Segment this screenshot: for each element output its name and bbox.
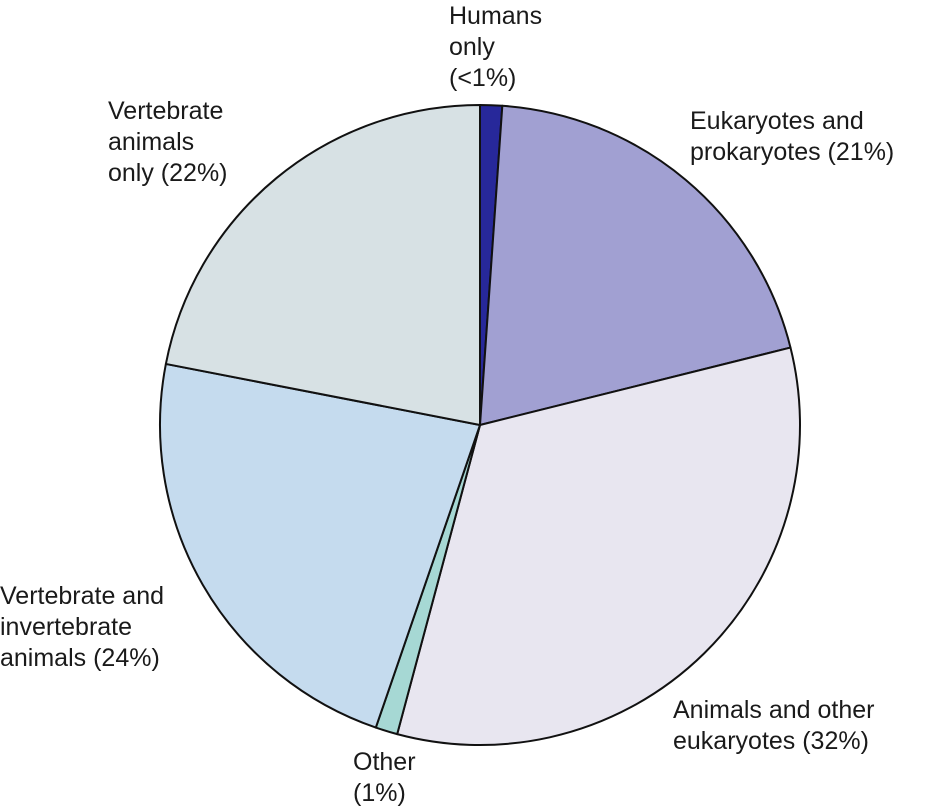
pie-slice-1	[479, 104, 792, 426]
slice-label-3: Other (1%)	[353, 748, 416, 807]
slice-label-2: Animals and other eukaryotes (32%)	[673, 696, 875, 755]
slice-label-line: Animals and other	[673, 696, 875, 724]
slice-label-0: Humans only (<1%)	[449, 2, 542, 92]
pie-slices	[159, 104, 801, 746]
pie-slice-4	[159, 362, 481, 729]
slice-label-line: animals	[108, 128, 194, 156]
pie-labels: Humans only (<1%) Eukaryotes and prokaryotes…	[0, 2, 894, 807]
pie-slice-5	[164, 104, 481, 426]
slice-label-line: Eukaryotes and	[690, 107, 864, 135]
slice-label-5: Vertebrate animals only (22%)	[108, 97, 228, 187]
pie-slice-2	[396, 346, 801, 746]
slice-label-line: eukaryotes (32%)	[673, 727, 869, 755]
slice-label-line: Other	[353, 748, 416, 776]
slice-label-line: only	[449, 33, 495, 61]
slice-label-line: Humans	[449, 2, 542, 30]
slice-label-1: Eukaryotes and prokaryotes (21%)	[690, 107, 894, 166]
slice-label-line: prokaryotes (21%)	[690, 138, 894, 166]
slice-label-line: (1%)	[353, 779, 406, 807]
slice-label-4: Vertebrate and invertebrate animals (24%)	[0, 582, 164, 672]
slice-label-line: invertebrate	[0, 613, 132, 641]
slice-label-line: Vertebrate and	[0, 582, 164, 610]
slice-label-line: (<1%)	[449, 64, 516, 92]
slice-label-line: Vertebrate	[108, 97, 223, 125]
slice-label-line: animals (24%)	[0, 644, 160, 672]
slice-label-line: only (22%)	[108, 159, 228, 187]
